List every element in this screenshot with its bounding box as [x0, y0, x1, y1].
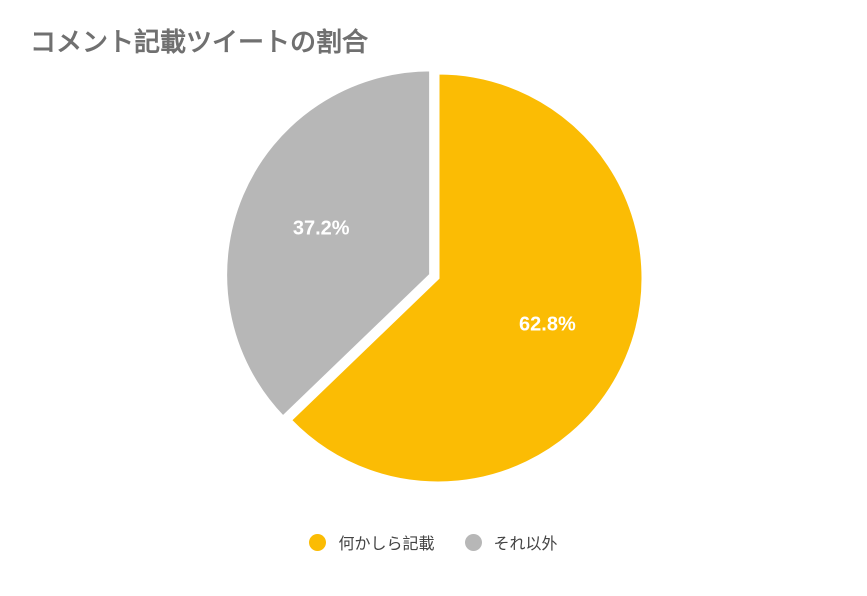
legend-label-other: それ以外 — [493, 534, 558, 553]
legend-item-commented[interactable]: 何かしら記載 — [309, 530, 435, 554]
data-label-other: 37.2% — [293, 217, 350, 239]
legend-swatch-other — [464, 533, 482, 551]
legend: 何かしら記載 それ以外 — [0, 530, 867, 554]
legend-item-other[interactable]: それ以外 — [464, 530, 558, 554]
legend-swatch-commented — [309, 533, 327, 551]
pie-slice-commented[interactable] — [288, 71, 645, 485]
legend-label-commented: 何かしら記載 — [338, 534, 435, 553]
data-label-commented: 62.8% — [519, 314, 576, 336]
chart-title: コメント記載ツイートの割合 — [30, 28, 369, 58]
pie-slice-other[interactable] — [224, 68, 433, 420]
